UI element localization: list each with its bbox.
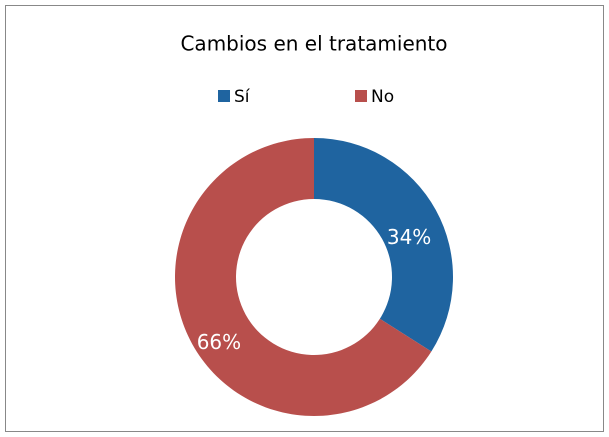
legend-label: Sí xyxy=(234,87,251,107)
legend-label: No xyxy=(371,87,394,107)
chart-title: Cambios en el tratamiento xyxy=(180,32,447,56)
legend-swatch xyxy=(355,90,367,102)
donut-slice xyxy=(314,138,453,352)
data-label: 66% xyxy=(197,330,241,354)
donut-slice xyxy=(175,138,432,417)
legend-swatch xyxy=(218,90,230,102)
data-label: 34% xyxy=(387,225,431,249)
